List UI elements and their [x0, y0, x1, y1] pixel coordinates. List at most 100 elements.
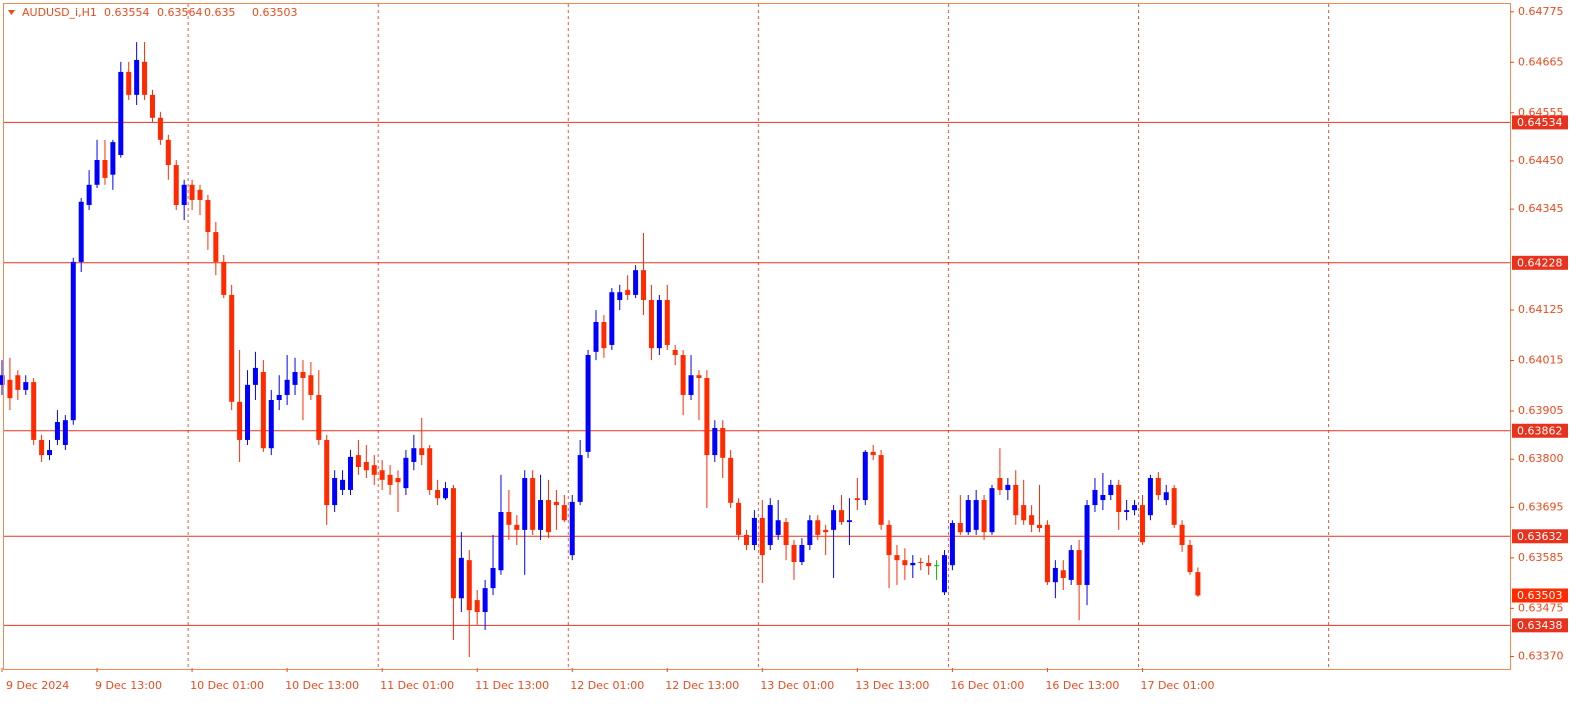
candle-body	[680, 355, 686, 395]
candle-body	[15, 375, 21, 390]
candle-body	[751, 517, 757, 546]
candle-body	[799, 545, 805, 562]
candle-body	[157, 117, 163, 140]
candle-body	[474, 600, 480, 613]
candle-body	[292, 372, 298, 385]
candle-body	[823, 529, 829, 533]
x-tick-label: 16 Dec 13:00	[1045, 679, 1119, 692]
candle-body	[395, 478, 401, 483]
candle-body	[625, 289, 631, 295]
candle-body	[815, 520, 821, 535]
candle-body	[538, 500, 544, 530]
x-tick-label: 11 Dec 13:00	[475, 679, 549, 692]
candle-body	[70, 261, 76, 421]
candle-body	[957, 522, 963, 533]
x-tick-label: 13 Dec 13:00	[855, 679, 929, 692]
candle-body	[1092, 489, 1098, 506]
candle-body	[688, 375, 694, 395]
candle-body	[347, 456, 353, 490]
candle-body	[617, 292, 623, 300]
candle-body	[39, 439, 45, 456]
candle-body	[831, 510, 837, 530]
candle-body	[601, 322, 607, 349]
candle-body	[1124, 510, 1130, 512]
candle-body	[664, 299, 670, 345]
candle-body	[31, 382, 37, 440]
candle-body	[443, 488, 449, 499]
candle-body	[1084, 505, 1090, 585]
candle-body	[149, 94, 155, 118]
candle-body	[419, 448, 425, 456]
candle-body	[308, 375, 314, 395]
candle-body	[340, 479, 346, 490]
x-tick-label: 16 Dec 01:00	[950, 679, 1024, 692]
x-tick-label: 17 Dec 01:00	[1140, 679, 1214, 692]
candle-body	[902, 560, 908, 566]
header-high: 0.63564	[157, 6, 203, 19]
candle-body	[910, 562, 916, 566]
candle-body	[648, 299, 654, 349]
header-icon	[8, 10, 15, 15]
candle-body	[252, 367, 258, 385]
candle-body	[530, 478, 536, 530]
level-label: 0.63862	[1517, 424, 1563, 437]
candle-body	[569, 501, 575, 556]
candle-body	[102, 160, 108, 178]
candle-body	[1195, 572, 1201, 596]
y-tick-label: 0.63475	[1518, 601, 1564, 614]
candle-body	[260, 372, 266, 449]
y-tick-label: 0.64345	[1518, 202, 1564, 215]
level-label: 0.63438	[1517, 619, 1563, 632]
level-label: 0.63632	[1517, 530, 1563, 543]
candle-body	[997, 478, 1003, 490]
candle-body	[1171, 488, 1177, 525]
candle-body	[490, 567, 496, 589]
candle-body	[181, 184, 187, 205]
candle-body	[1013, 484, 1019, 516]
candle-body	[743, 534, 749, 546]
candle-body	[886, 524, 892, 556]
candle-body	[110, 142, 116, 175]
candle-body	[981, 500, 987, 533]
level-tag	[1512, 529, 1568, 544]
candle-body	[1029, 515, 1035, 525]
candle-body	[1163, 492, 1169, 501]
price-tag	[1512, 588, 1568, 603]
candle-body	[633, 270, 639, 295]
candle-body	[767, 505, 773, 546]
candle-body	[965, 500, 971, 533]
price-label: 0.63503	[1517, 589, 1563, 602]
header-low: 0.635	[204, 6, 236, 19]
candle-body	[1155, 478, 1161, 496]
y-tick-label: 0.63370	[1518, 650, 1564, 663]
candle-body	[173, 165, 179, 205]
candle-body	[332, 478, 338, 506]
candle-body	[94, 160, 100, 185]
candle-body	[300, 372, 306, 378]
candle-body	[712, 428, 718, 456]
candle-body	[458, 557, 464, 599]
y-tick-label: 0.63800	[1518, 452, 1564, 465]
candle-body	[134, 59, 140, 95]
candle-body	[411, 448, 417, 462]
candle-body	[1076, 550, 1082, 585]
candle-body	[118, 71, 124, 155]
level-label: 0.64228	[1517, 256, 1563, 269]
candle-body	[371, 465, 377, 475]
candle-body	[1108, 484, 1114, 496]
candle-body	[759, 517, 765, 556]
x-tick-label: 11 Dec 01:00	[380, 679, 454, 692]
candle-body	[221, 261, 227, 295]
candle-body	[878, 455, 884, 525]
candle-body	[870, 451, 876, 456]
y-tick-label: 0.64015	[1518, 354, 1564, 367]
candle-body	[941, 555, 947, 593]
candle-body	[1187, 545, 1193, 573]
candle-body	[577, 455, 583, 502]
candle-body	[1100, 495, 1106, 501]
candle-body	[1060, 570, 1066, 579]
x-tick-label: 9 Dec 2024	[6, 679, 69, 692]
candle-body	[363, 461, 369, 471]
candle-body	[918, 561, 924, 563]
